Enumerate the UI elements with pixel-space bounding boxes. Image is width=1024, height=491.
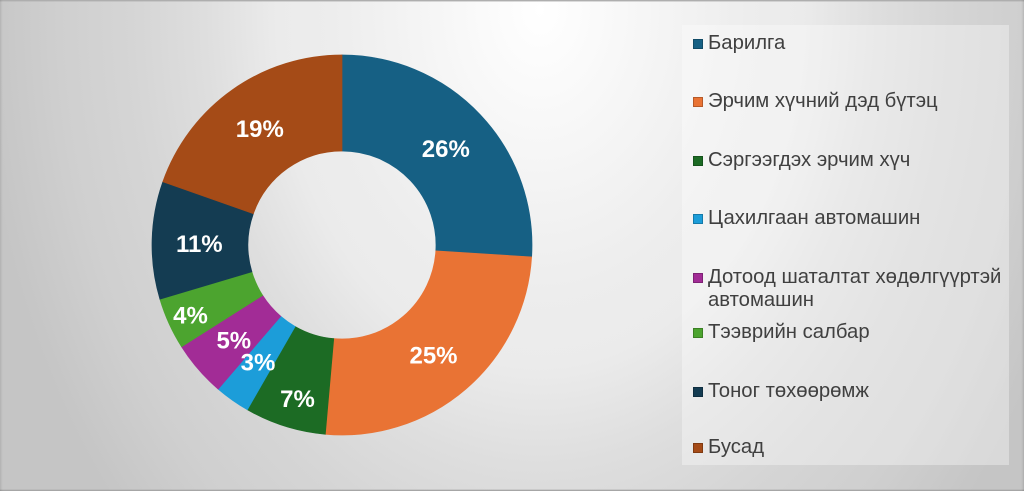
svg-text:25%: 25% [409,342,457,369]
svg-text:19%: 19% [236,116,284,143]
svg-text:7%: 7% [280,386,315,413]
svg-text:4%: 4% [173,303,208,330]
svg-text:5%: 5% [216,328,251,355]
svg-text:26%: 26% [422,136,470,163]
svg-text:11%: 11% [176,231,223,258]
svg-text:3%: 3% [241,350,276,377]
